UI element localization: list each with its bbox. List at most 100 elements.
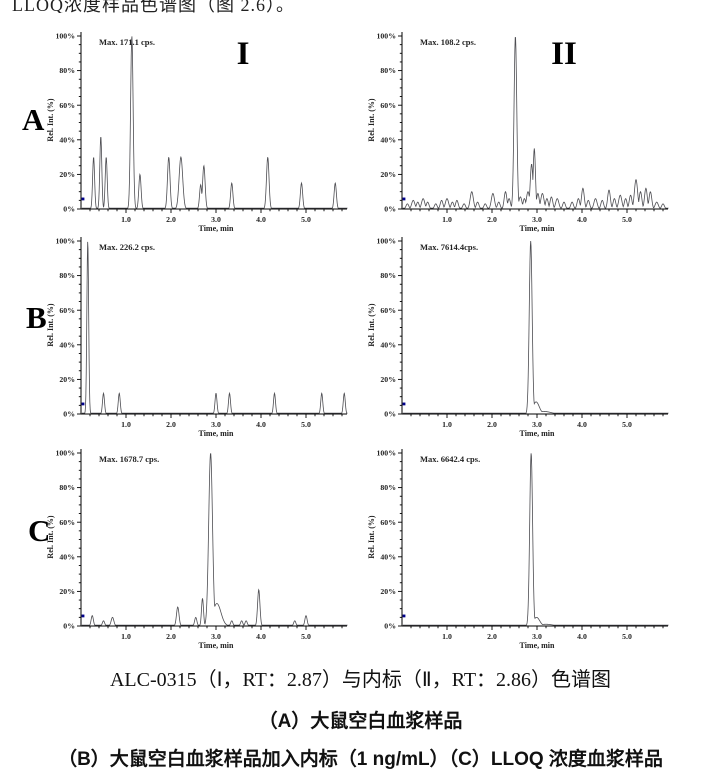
svg-text:60%: 60%	[59, 306, 75, 315]
svg-text:20%: 20%	[380, 587, 396, 596]
svg-text:2.0: 2.0	[487, 215, 497, 224]
svg-text:3.0: 3.0	[211, 215, 221, 224]
figure-caption-a: （A）大鼠空白血浆样品	[258, 711, 463, 732]
svg-text:20%: 20%	[380, 170, 396, 179]
max-intensity-label: Max. 226.2 cps.	[99, 242, 155, 252]
svg-text:40%: 40%	[59, 135, 75, 144]
chromatogram-plot: 100% 80% 60% 40% 20% 0% 1.0 2.0 3.0 4.0 5.0 Time, m…	[377, 449, 669, 650]
svg-text:2.0: 2.0	[166, 420, 176, 429]
row-label-a: A	[22, 102, 45, 137]
svg-text:100%: 100%	[56, 449, 76, 458]
svg-text:2.0: 2.0	[166, 632, 176, 641]
svg-text:0%: 0%	[63, 622, 75, 631]
svg-text:Time, min: Time, min	[520, 224, 556, 233]
svg-text:40%: 40%	[380, 552, 396, 561]
svg-text:2.0: 2.0	[487, 420, 497, 429]
svg-text:1.0: 1.0	[121, 420, 131, 429]
chromatogram-panel-a2: 100% 80% 60% 40% 20% 0% 1.0 2.0 3.0 4.0 5.0 Time, m…	[367, 32, 676, 236]
max-intensity-label: Max. 171.1 cps.	[99, 37, 155, 47]
svg-text:5.0: 5.0	[622, 632, 632, 641]
y-axis-label: Rel. Int. (%)	[367, 303, 376, 347]
max-intensity-label: Max. 108.2 cps.	[420, 37, 476, 47]
svg-text:100%: 100%	[377, 237, 397, 246]
top-text-line: LLOQ浓度样品色谱图（图 2.6）。	[12, 0, 295, 13]
svg-text:40%: 40%	[380, 135, 396, 144]
svg-text:3.0: 3.0	[532, 420, 542, 429]
svg-text:0%: 0%	[63, 205, 75, 214]
chromatogram-plot: 100% 80% 60% 40% 20% 0% 1.0 2.0 3.0 4.0 5.0 Time, m…	[377, 237, 669, 438]
svg-text:80%: 80%	[380, 271, 396, 280]
svg-text:0%: 0%	[63, 410, 75, 419]
row-label-b: B	[26, 300, 47, 335]
svg-text:60%: 60%	[380, 518, 396, 527]
svg-text:4.0: 4.0	[256, 215, 266, 224]
y-axis-label: Rel. Int. (%)	[46, 515, 55, 559]
svg-text:80%: 80%	[59, 66, 75, 75]
svg-text:5.0: 5.0	[301, 632, 311, 641]
svg-text:1.0: 1.0	[442, 420, 452, 429]
chromatogram-plot: 100% 80% 60% 40% 20% 0% 1.0 2.0 3.0 4.0 5.0 Time, m…	[56, 237, 348, 438]
y-axis-label: Rel. Int. (%)	[367, 515, 376, 559]
svg-text:0%: 0%	[384, 622, 396, 631]
chromatogram-panel-b2: 100% 80% 60% 40% 20% 0% 1.0 2.0 3.0 4.0 5.0 Time, m…	[367, 237, 676, 441]
chromatogram-panel-a1: 100% 80% 60% 40% 20% 0% 1.0 2.0 3.0 4.0 5.0 Time, m…	[46, 32, 355, 236]
svg-text:4.0: 4.0	[577, 420, 587, 429]
svg-text:4.0: 4.0	[577, 215, 587, 224]
svg-text:80%: 80%	[380, 483, 396, 492]
svg-text:80%: 80%	[380, 66, 396, 75]
chromatogram-panel-c2: 100% 80% 60% 40% 20% 0% 1.0 2.0 3.0 4.0 5.0 Time, m…	[367, 449, 676, 653]
svg-text:0%: 0%	[384, 205, 396, 214]
svg-text:0%: 0%	[384, 410, 396, 419]
svg-text:60%: 60%	[59, 101, 75, 110]
svg-text:3.0: 3.0	[211, 632, 221, 641]
max-intensity-label: Max. 1678.7 cps.	[99, 454, 160, 464]
svg-text:4.0: 4.0	[256, 420, 266, 429]
chromatogram-panel-c1: 100% 80% 60% 40% 20% 0% 1.0 2.0 3.0 4.0 5.0 Time, m…	[46, 449, 355, 653]
svg-text:20%: 20%	[59, 170, 75, 179]
chromatogram-plot: 100% 80% 60% 40% 20% 0% 1.0 2.0 3.0 4.0 5.0 Time, m…	[56, 32, 348, 233]
svg-text:100%: 100%	[377, 449, 397, 458]
y-axis-label: Rel. Int. (%)	[367, 98, 376, 142]
column-title-i: I	[236, 36, 250, 72]
column-title-ii: II	[551, 36, 577, 72]
row-label-c: C	[28, 513, 51, 548]
svg-text:60%: 60%	[380, 101, 396, 110]
svg-text:Time, min: Time, min	[520, 641, 556, 650]
svg-text:100%: 100%	[377, 32, 397, 41]
svg-text:3.0: 3.0	[532, 215, 542, 224]
svg-text:80%: 80%	[59, 271, 75, 280]
chromatogram-plot: 100% 80% 60% 40% 20% 0% 1.0 2.0 3.0 4.0 5.0 Time, m…	[56, 449, 348, 650]
svg-text:5.0: 5.0	[622, 215, 632, 224]
svg-text:4.0: 4.0	[256, 632, 266, 641]
svg-text:2.0: 2.0	[166, 215, 176, 224]
svg-text:Time, min: Time, min	[199, 429, 235, 438]
figure-caption-main: ALC-0315（Ⅰ，RT：2.87）与内标（Ⅱ，RT：2.86）色谱图	[109, 669, 612, 691]
svg-text:1.0: 1.0	[442, 215, 452, 224]
svg-text:1.0: 1.0	[121, 215, 131, 224]
svg-text:80%: 80%	[59, 483, 75, 492]
svg-text:20%: 20%	[59, 587, 75, 596]
svg-text:20%: 20%	[59, 375, 75, 384]
svg-text:2.0: 2.0	[487, 632, 497, 641]
svg-text:100%: 100%	[56, 237, 76, 246]
svg-text:4.0: 4.0	[577, 632, 587, 641]
cropped-top-text: LLOQ浓度样品色谱图（图 2.6）。	[12, 0, 432, 13]
svg-text:5.0: 5.0	[301, 420, 311, 429]
svg-text:5.0: 5.0	[301, 215, 311, 224]
svg-text:1.0: 1.0	[442, 632, 452, 641]
svg-text:3.0: 3.0	[532, 632, 542, 641]
chromatogram-panel-b1: 100% 80% 60% 40% 20% 0% 1.0 2.0 3.0 4.0 5.0 Time, m…	[46, 237, 355, 441]
svg-text:60%: 60%	[59, 518, 75, 527]
svg-text:40%: 40%	[380, 340, 396, 349]
figure-caption-bc: （B）大鼠空白血浆样品加入内标（1 ng/mL）（C）LLOQ 浓度血浆样品	[58, 749, 663, 770]
svg-text:20%: 20%	[380, 375, 396, 384]
svg-text:3.0: 3.0	[211, 420, 221, 429]
svg-text:Time, min: Time, min	[520, 429, 556, 438]
svg-text:40%: 40%	[59, 340, 75, 349]
y-axis-label: Rel. Int. (%)	[46, 303, 55, 347]
svg-text:Time, min: Time, min	[199, 641, 235, 650]
svg-text:1.0: 1.0	[121, 632, 131, 641]
max-intensity-label: Max. 7614.4cps.	[420, 242, 479, 252]
svg-text:40%: 40%	[59, 552, 75, 561]
